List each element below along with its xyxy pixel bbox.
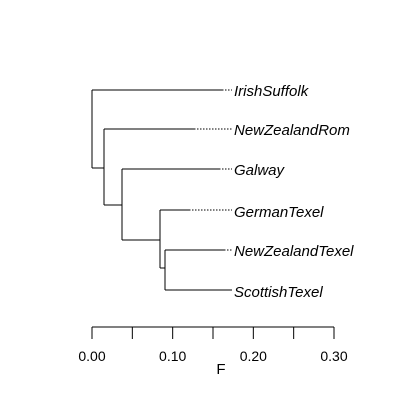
axis-title: F [216,361,225,378]
axis-tick-label-3: 0.30 [320,348,347,364]
tip-label-scottish-texel: ScottishTexel [234,284,323,301]
tip-label-galway: Galway [234,162,286,179]
tip-label-new-zealand-rom: NewZealandRom [234,122,350,139]
axis-tick-label-1: 0.10 [159,348,186,364]
tip-label-new-zealand-texel: NewZealandTexel [234,243,354,260]
tree-branches [91,89,232,291]
tip-label-german-texel: GermanTexel [234,204,324,221]
x-axis: 0.00 0.10 0.20 0.30 [78,326,348,364]
axis-tick-label-2: 0.20 [240,348,267,364]
tree-tips: IrishSuffolk NewZealandRom Galway German… [234,83,354,301]
tip-label-irish-suffolk: IrishSuffolk [234,83,310,100]
axis-tick-label-0: 0.00 [78,348,105,364]
